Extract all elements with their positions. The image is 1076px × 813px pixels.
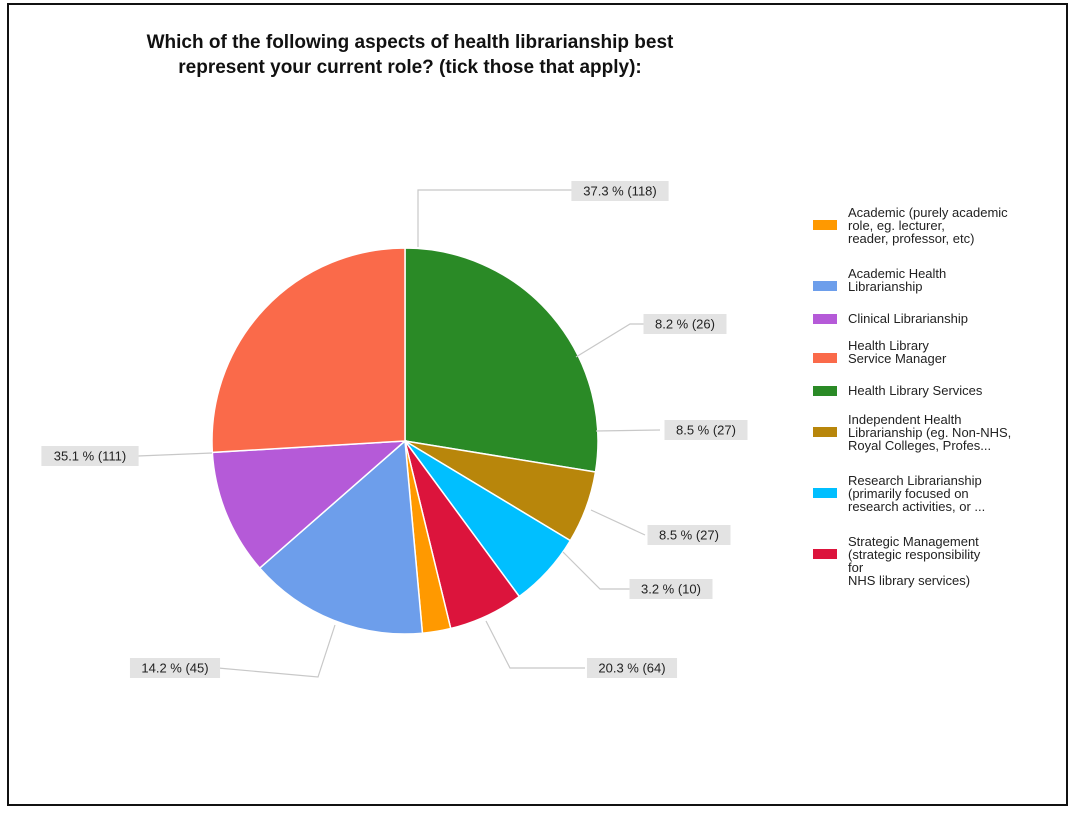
legend-label-line: NHS library services)	[848, 573, 971, 588]
legend-label-line: Health Library Services	[848, 383, 983, 398]
legend-label-line: Academic Health	[848, 266, 947, 281]
chart-title-line-2: represent your current role? (tick those…	[178, 57, 642, 78]
legend-label-line: role, eg. lecturer,	[848, 218, 945, 233]
leader-line-3	[137, 452, 213, 457]
leader-line-5	[575, 323, 645, 358]
legend-swatch-7	[813, 549, 837, 559]
legend-label-line: Librarianship	[848, 279, 923, 294]
legend-label-line: Clinical Librarianship	[848, 311, 968, 326]
legend-label-line: Service Manager	[848, 351, 947, 366]
legend-label-5: Independent Health Librarianship (eg. Non…	[848, 413, 1053, 452]
legend-swatch-3	[813, 353, 837, 363]
data-label-box-6	[664, 420, 748, 440]
data-label-box-7	[647, 525, 731, 545]
legend-label-line: (primarily focused on	[848, 486, 969, 501]
legend-label-line: Strategic Management	[848, 534, 979, 549]
chart-title-line-1: Which of the following aspects of health…	[146, 32, 674, 53]
pie-slice-3[interactable]	[211, 247, 406, 454]
data-label-7: 8.5 % (27)	[659, 528, 719, 543]
data-label-box-3	[41, 446, 139, 466]
data-label-1: 20.3 % (64)	[598, 661, 665, 676]
pie-slice-4[interactable]	[404, 247, 599, 473]
legend-swatch-0	[813, 220, 837, 230]
legend-label-line: Librarianship (eg. Non-NHS,	[848, 425, 1012, 440]
legend-label-1: Academic Health Librarianship	[848, 267, 1053, 293]
legend-swatch-1	[813, 281, 837, 291]
data-label-box-2	[129, 658, 221, 678]
legend-label-line: research activities, or ...	[848, 499, 986, 514]
legend-swatch-2	[813, 314, 837, 324]
legend-label-line: Independent Health	[848, 412, 962, 427]
legend-label-4: Health Library Services	[848, 384, 1053, 397]
data-label-box-4	[571, 181, 669, 201]
legend-label-line: Academic (purely academic	[848, 205, 1008, 220]
pie-slices	[211, 247, 599, 635]
leader-line-4	[417, 189, 575, 247]
data-label-0: 3.2 % (10)	[641, 582, 701, 597]
legend-label-line: for	[848, 560, 864, 575]
legend-label-6: Research Librarianship (primarily focused…	[848, 474, 1053, 513]
leader-line-6	[595, 429, 661, 432]
data-label-4: 37.3 % (118)	[583, 184, 656, 199]
pie-slice-1[interactable]	[258, 439, 424, 635]
legend-label-7: Strategic Management (strategic responsib…	[848, 535, 1053, 587]
legend-label-line: Royal Colleges, Profes...	[848, 438, 992, 453]
legend-swatch-5	[813, 427, 837, 437]
leader-line-1	[485, 620, 585, 669]
leader-line-0	[562, 551, 630, 590]
data-label-2: 14.2 % (45)	[141, 661, 208, 676]
data-label-3: 35.1 % (111)	[54, 449, 127, 464]
legend-label-3: Health Library Service Manager	[848, 339, 1053, 365]
legend-label-line: (strategic responsibility	[848, 547, 981, 562]
legend-swatch-6	[813, 488, 837, 498]
data-label-6: 8.5 % (27)	[676, 423, 736, 438]
chart-title: Which of the following aspects of health…	[60, 30, 760, 80]
legend-label-2: Clinical Librarianship	[848, 312, 1053, 325]
pie-slice-2[interactable]	[211, 440, 408, 570]
leader-line-7	[590, 509, 646, 536]
data-label-box-1	[586, 658, 678, 678]
data-label-box-5	[643, 314, 727, 334]
legend-label-0: Academic (purely academic role, eg. lectu…	[848, 206, 1053, 245]
data-label-5: 8.2 % (26)	[655, 317, 715, 332]
legend-label-line: Research Librarianship	[848, 473, 982, 488]
legend-swatch-4	[813, 386, 837, 396]
leader-line-2	[217, 624, 336, 678]
data-label-box-0	[629, 579, 713, 599]
legend-label-line: Health Library	[848, 338, 929, 353]
legend-label-line: reader, professor, etc)	[848, 231, 975, 246]
